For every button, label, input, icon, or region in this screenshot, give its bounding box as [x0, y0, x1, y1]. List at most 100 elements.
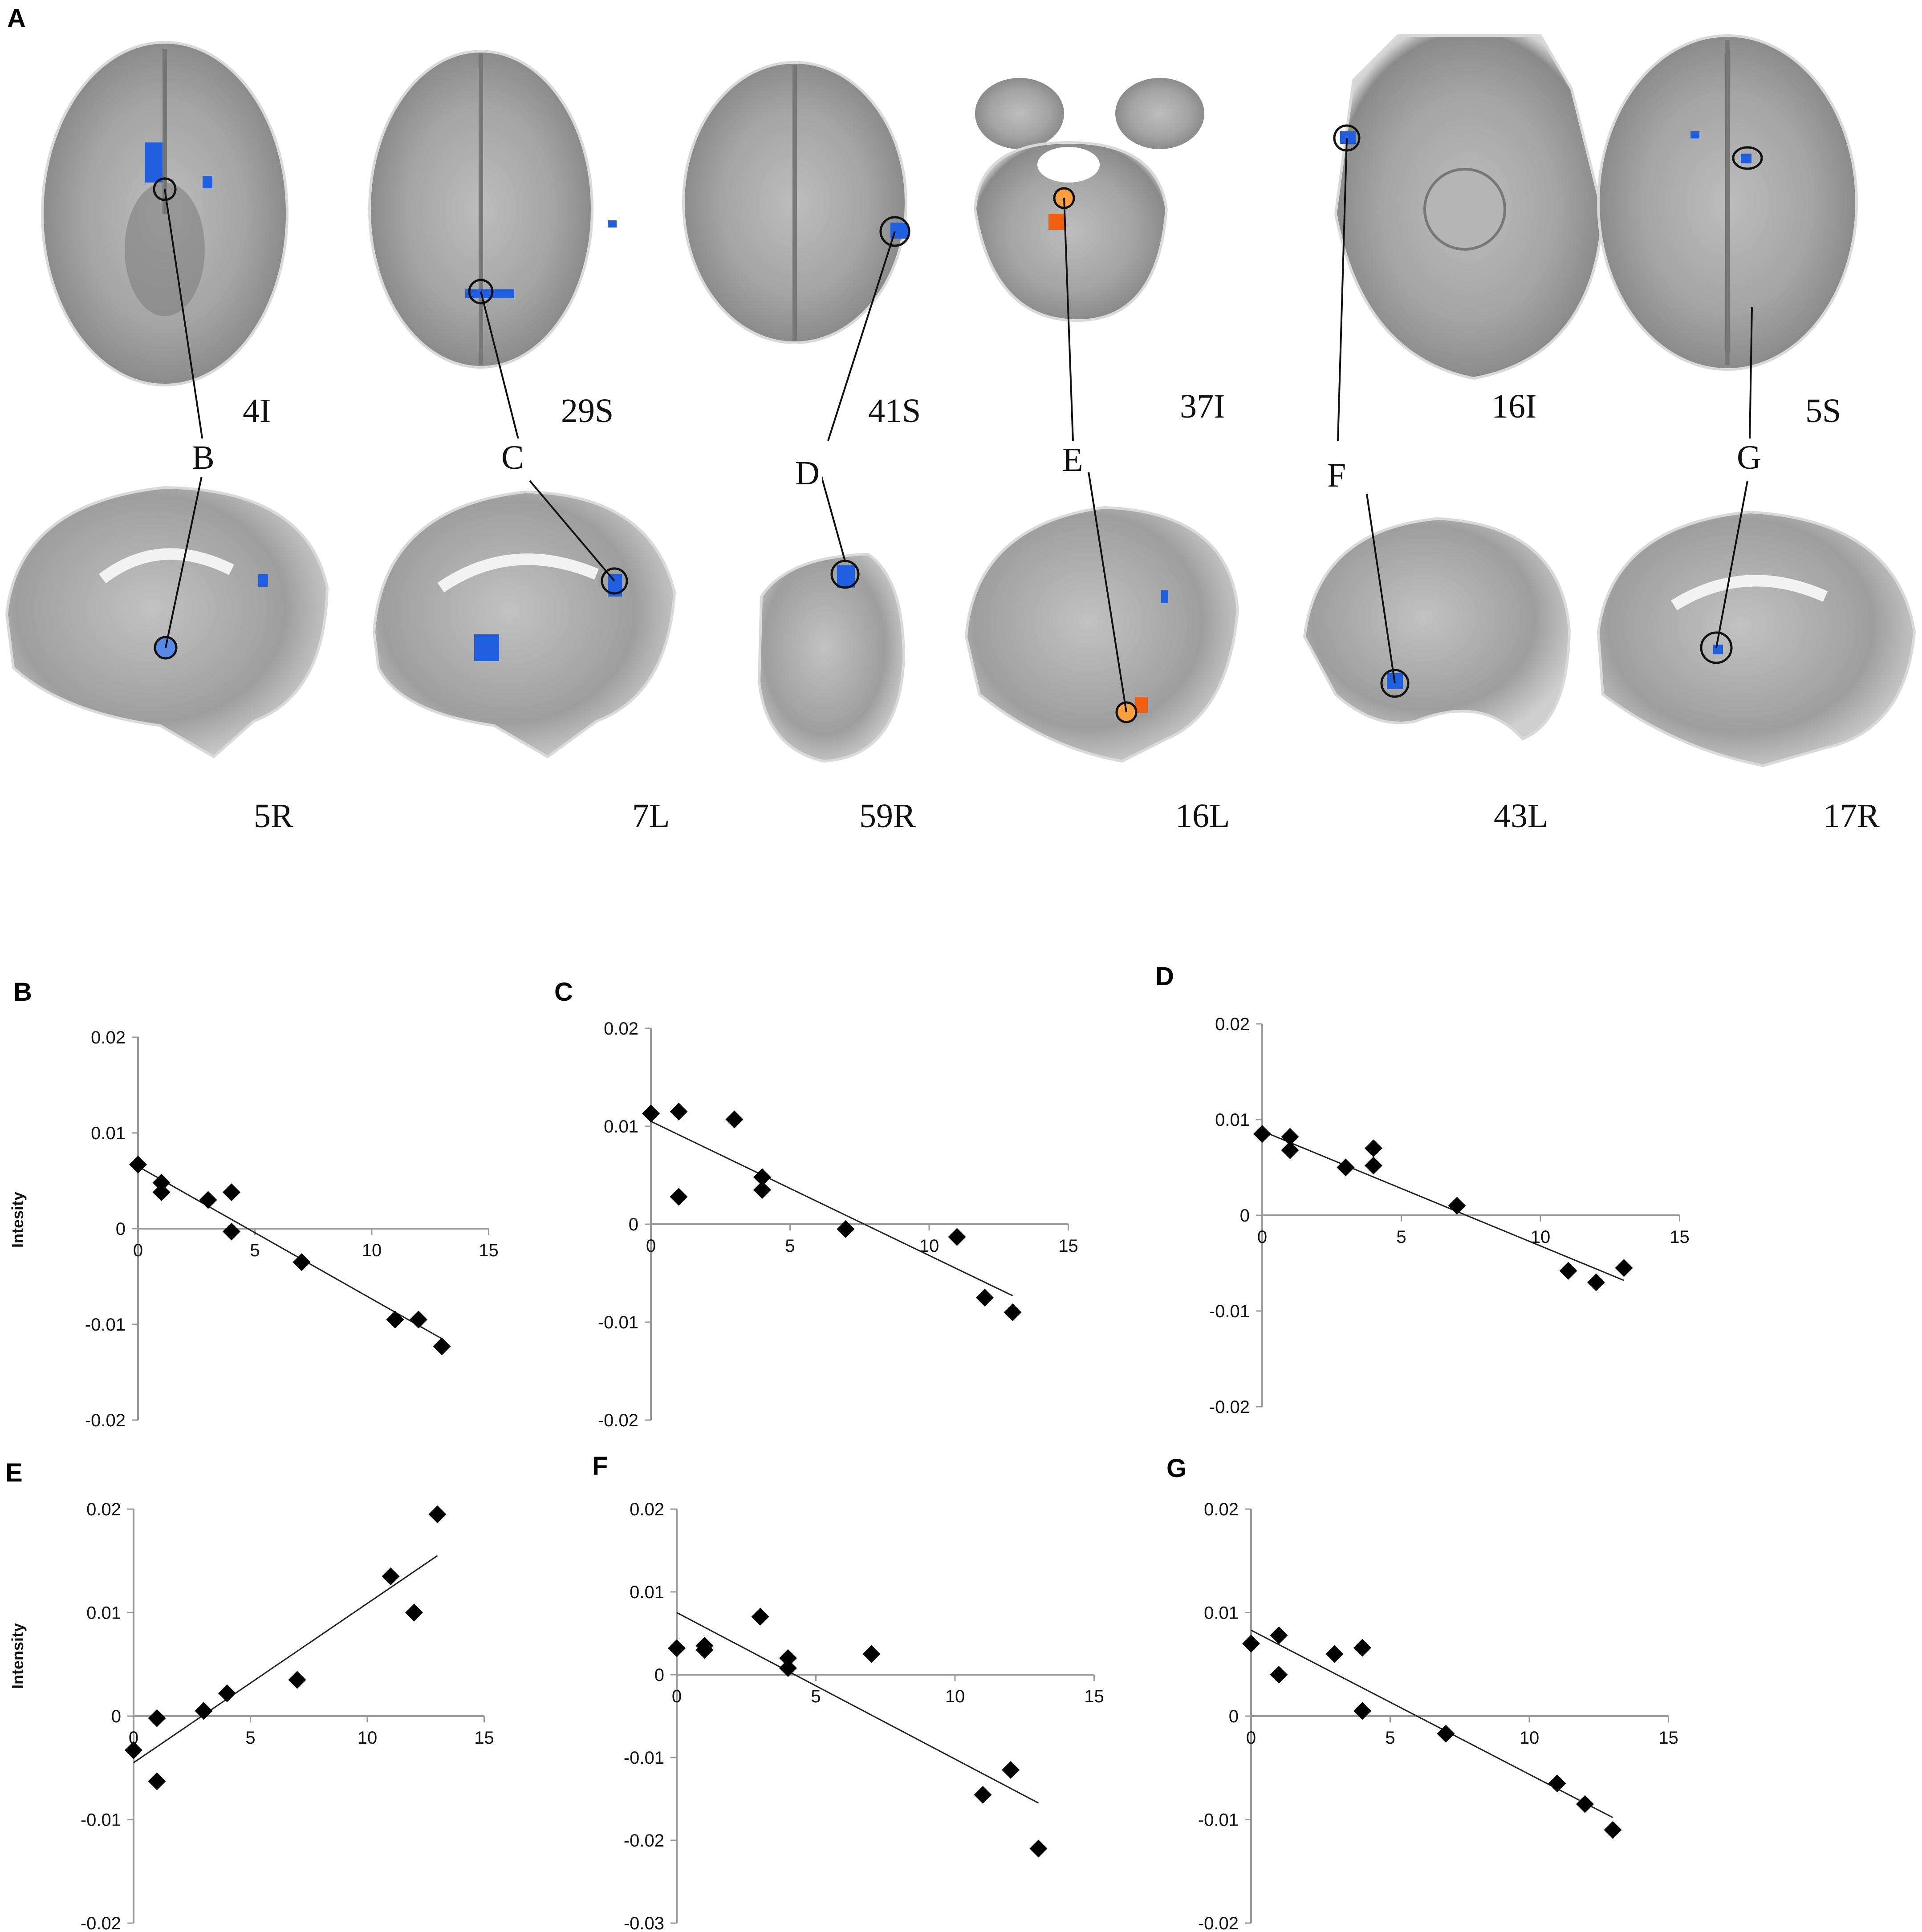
y-tick-label: 0	[111, 1707, 121, 1726]
data-point	[410, 1311, 427, 1329]
data-point	[148, 1772, 166, 1790]
sagittal-slice-5R	[5, 486, 329, 759]
y-tick-label: 0	[1229, 1707, 1239, 1726]
panel-letter-c: C	[554, 978, 573, 1007]
y-tick-label: 0.02	[630, 1500, 664, 1519]
data-point	[837, 1220, 855, 1238]
data-point	[152, 1173, 171, 1192]
x-tick-label: 5	[250, 1241, 260, 1260]
data-point	[974, 1786, 992, 1804]
data-point	[1325, 1645, 1344, 1663]
data-point	[1281, 1128, 1299, 1146]
data-point	[779, 1659, 797, 1677]
y-tick-label: 0	[654, 1665, 664, 1685]
slice-label-41S: 41S	[868, 392, 921, 430]
x-tick-label: 0	[1257, 1227, 1267, 1247]
x-tick-label: 0	[1246, 1728, 1256, 1748]
axial-slice-29S	[368, 50, 617, 369]
data-point	[1004, 1303, 1022, 1321]
y-tick-label: -0.03	[624, 1914, 664, 1932]
data-point	[1253, 1125, 1271, 1143]
data-point	[386, 1311, 404, 1329]
data-point	[1029, 1839, 1048, 1858]
data-point	[1548, 1774, 1566, 1793]
scatter-plot-d: 0.02 0.01 0 -0.01 -0.02 0 5 10 15	[1209, 1015, 1690, 1417]
x-tick-label: 10	[362, 1241, 382, 1260]
data-point	[670, 1103, 688, 1120]
data-point	[1437, 1725, 1455, 1743]
data-point	[1576, 1795, 1594, 1813]
data-point	[695, 1641, 714, 1659]
data-point	[1353, 1702, 1371, 1720]
data-point	[382, 1567, 400, 1586]
data-point	[1365, 1139, 1382, 1157]
trendline	[676, 1612, 1039, 1804]
connector-label-e: E	[1060, 441, 1086, 479]
data-point	[1615, 1259, 1633, 1277]
data-point	[1242, 1635, 1260, 1653]
x-tick-label: 5	[785, 1236, 795, 1256]
y-axis-label: Intensity	[8, 1623, 27, 1689]
slice-label-16L: 16L	[1175, 797, 1230, 835]
y-tick-label: 0.01	[91, 1124, 126, 1143]
y-tick-label: -0.01	[85, 1315, 126, 1335]
data-point	[1448, 1197, 1466, 1215]
x-tick-label: 15	[474, 1728, 494, 1748]
data-point	[199, 1191, 217, 1209]
data-point	[405, 1603, 423, 1622]
panel-letter-g: G	[1166, 1454, 1187, 1483]
slice-label-7L: 7L	[632, 797, 670, 835]
slice-label-37I: 37I	[1180, 388, 1225, 425]
data-point	[428, 1505, 447, 1523]
x-tick-label: 5	[1396, 1227, 1406, 1247]
slice-label-5S: 5S	[1805, 392, 1841, 430]
x-tick-label: 15	[1658, 1728, 1678, 1748]
y-tick-label: 0.01	[604, 1117, 638, 1136]
data-point	[1270, 1666, 1288, 1684]
scatter-plot-e: 0.02 0.01 0 -0.01 -0.02 0 5 10 15 Intensity	[8, 1500, 494, 1932]
panel-letter-e: E	[5, 1458, 23, 1487]
data-point	[288, 1671, 306, 1689]
y-tick-label: -0.02	[1209, 1397, 1250, 1417]
data-point	[948, 1228, 966, 1246]
x-tick-label: 5	[1385, 1728, 1395, 1748]
trendline	[1262, 1130, 1625, 1281]
y-tick-label: 0.01	[630, 1583, 664, 1602]
y-tick-label: 0.02	[1215, 1015, 1250, 1034]
scatter-plot-g: 0.02 0.01 0 -0.01 -0.02 0 5 10 15	[1198, 1500, 1678, 1932]
x-tick-label: 10	[1531, 1227, 1551, 1247]
connector-label-g: G	[1734, 438, 1764, 477]
connector-label-f: F	[1325, 456, 1349, 495]
slice-label-4I: 4I	[243, 392, 271, 430]
y-tick-label: -0.01	[598, 1313, 638, 1332]
y-tick-label: -0.02	[1198, 1914, 1239, 1932]
y-tick-label: 0.02	[91, 1028, 126, 1047]
y-tick-label: -0.02	[598, 1411, 638, 1430]
data-point	[1270, 1626, 1288, 1644]
connector-label-c: C	[499, 438, 527, 477]
y-tick-label: -0.01	[624, 1748, 664, 1768]
data-point	[1353, 1639, 1371, 1657]
y-tick-label: -0.02	[81, 1914, 121, 1932]
data-point	[293, 1253, 311, 1271]
x-tick-label: 10	[358, 1728, 378, 1748]
data-point	[1002, 1761, 1020, 1779]
data-point	[642, 1104, 660, 1123]
slice-label-43L: 43L	[1494, 797, 1548, 835]
y-tick-label: 0.02	[604, 1019, 638, 1039]
x-tick-label: 10	[919, 1236, 939, 1256]
y-tick-label: 0.02	[1204, 1500, 1239, 1519]
panel-letter-a: A	[7, 4, 26, 33]
y-axis-label: Intesity	[8, 1192, 27, 1248]
scatter-plot-f: 0.02 0.01 0 -0.01 -0.02 -0.03 0 5 10 15	[624, 1500, 1104, 1932]
x-tick-label: 10	[1520, 1728, 1540, 1748]
x-tick-label: 0	[672, 1687, 682, 1706]
y-tick-label: -0.01	[1209, 1302, 1250, 1321]
brain-slices-figure	[5, 34, 1916, 767]
x-tick-label: 5	[811, 1687, 821, 1706]
y-tick-label: 0.01	[1215, 1110, 1250, 1130]
data-point	[779, 1649, 797, 1667]
x-tick-label: 0	[133, 1241, 143, 1260]
axial-slice-37I	[973, 78, 1204, 322]
axial-slice-5S	[1597, 34, 1858, 371]
